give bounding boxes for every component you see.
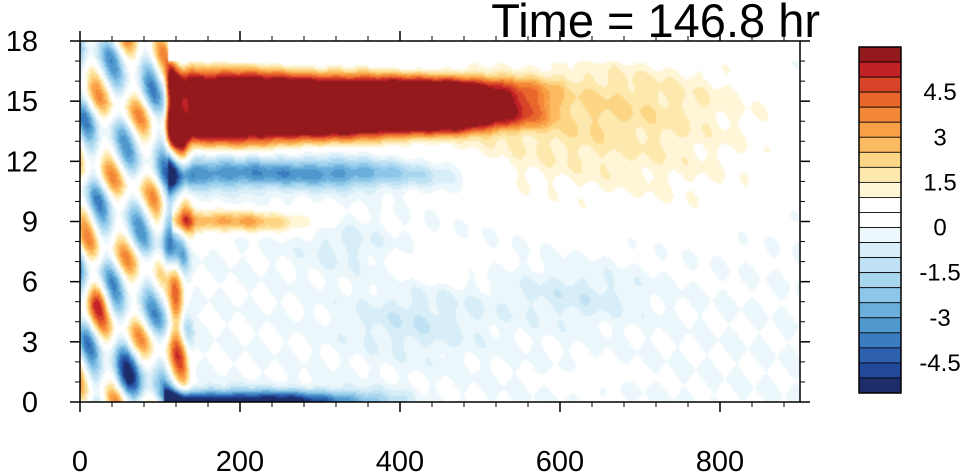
y-tick-label: 12 — [6, 146, 38, 178]
y-axis-ticks: 0 3 6 9 12 15 18 — [6, 26, 810, 419]
colorbar-cell — [858, 121, 902, 138]
y-tick-label: 3 — [22, 327, 38, 359]
y-tick-label: 9 — [22, 207, 38, 239]
colorbar-cell — [858, 242, 902, 259]
colorbar-cell — [858, 106, 902, 123]
colorbar-cell — [858, 377, 902, 394]
colorbar-cell — [858, 61, 902, 78]
colorbar-cell — [858, 287, 902, 304]
colorbar-cell — [858, 257, 902, 274]
x-tick-label: 800 — [696, 446, 744, 473]
colorbar-label: 1.5 — [923, 169, 956, 196]
colorbar-cell — [858, 362, 902, 379]
x-tick-label: 0 — [72, 446, 88, 473]
colorbar-label: 0 — [933, 215, 946, 242]
heatmap-field — [80, 41, 800, 402]
colorbar-cell — [858, 302, 902, 319]
colorbar-cell — [858, 91, 902, 108]
colorbar-cell — [858, 76, 902, 93]
colorbar-cell — [858, 151, 902, 168]
colorbar-label: -1.5 — [919, 260, 960, 287]
y-tick-label: 0 — [22, 387, 38, 419]
colorbar-cell — [858, 317, 902, 334]
colorbar-cell — [858, 332, 902, 349]
colorbar-cell — [858, 136, 902, 153]
x-tick-label: 600 — [536, 446, 584, 473]
y-tick-label: 18 — [6, 26, 38, 58]
colorbar-cell — [858, 181, 902, 198]
colorbar-label: -4.5 — [919, 350, 960, 377]
x-tick-label: 400 — [376, 446, 424, 473]
chart-title: Time = 146.8 hr — [491, 0, 820, 47]
colorbar-cell — [858, 46, 902, 63]
colorbar-frame — [858, 46, 902, 394]
colorbar-label: 3 — [933, 124, 946, 151]
colorbar-cell — [858, 197, 902, 213]
colorbar-cell — [858, 166, 902, 183]
y-tick-label: 15 — [6, 86, 38, 118]
y-tick-label: 6 — [22, 267, 38, 299]
colorbar-cell — [858, 212, 902, 228]
x-tick-label: 200 — [216, 446, 264, 473]
colorbar-label: 4.5 — [923, 79, 956, 106]
plot-area: 0 200 400 600 800 0 3 6 9 12 15 18 — [6, 26, 810, 473]
colorbar-cell — [858, 272, 902, 289]
colorbar: 4.5 3 1.5 0 -1.5 -3 -4.5 — [858, 46, 961, 394]
colorbar-label: -3 — [929, 305, 950, 332]
colorbar-cell — [858, 227, 902, 243]
x-axis-ticks: 0 200 400 600 800 — [72, 31, 785, 473]
colorbar-cell — [858, 347, 902, 364]
